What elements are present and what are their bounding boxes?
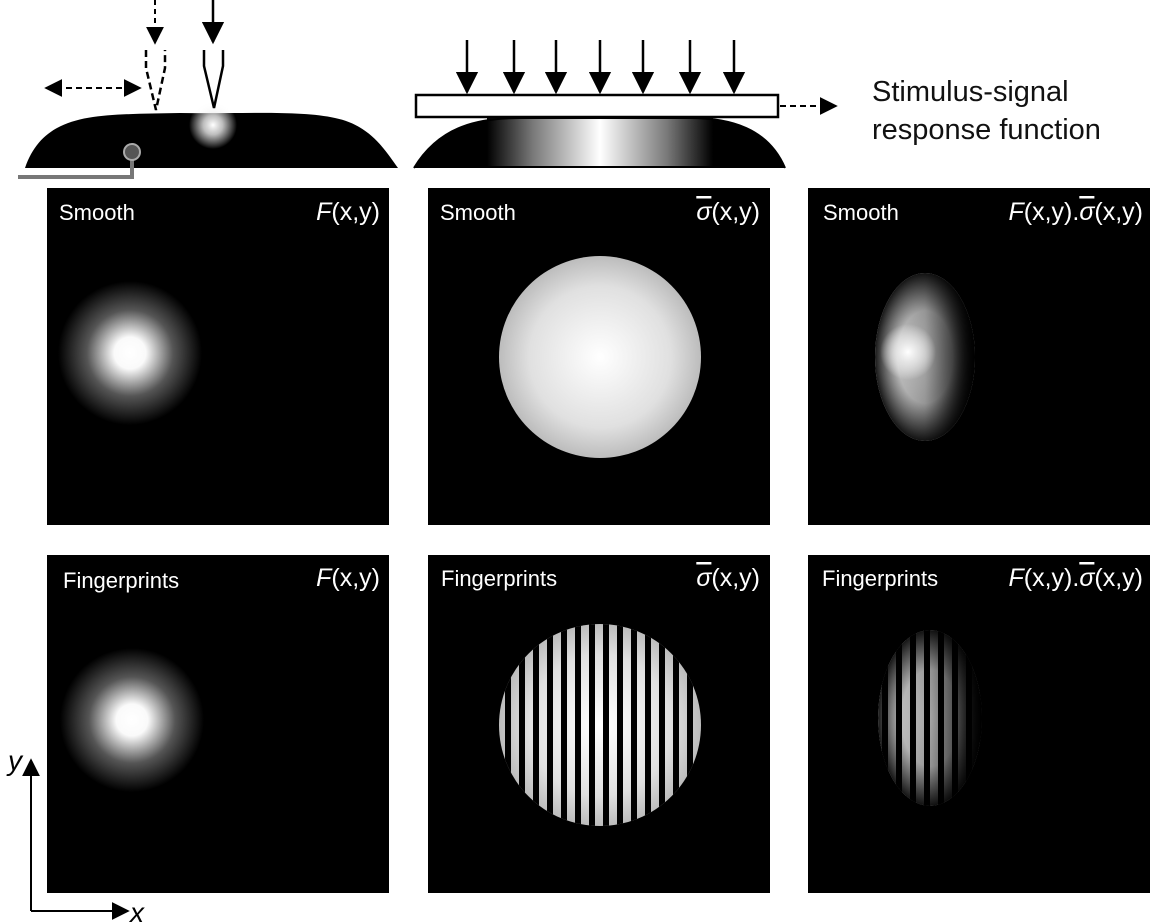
panel-row-label: Fingerprints [441,566,557,591]
panel-row-label: Smooth [59,200,135,225]
ridge-stripe [659,624,665,826]
y-axis-label: y [6,745,24,776]
response-dome [499,624,701,826]
x-axis-label: x [128,897,145,924]
ridge-stripe [687,624,693,826]
ridge-stripe [631,624,637,826]
panel-smooth-f: Smooth F(x,y) [47,188,389,525]
panel-fingerprints-product: Fingerprints F(x,y).σ(x,y) [808,555,1150,893]
sensor-wire [18,156,134,179]
ridge-stripe [505,624,511,826]
axis-indicator: x y [6,745,145,924]
response-dome [499,256,701,458]
plate-stimulus-schematic [413,40,838,169]
probe-spot [189,101,237,149]
point-probe-schematic [18,0,398,179]
point-signal-blob [58,281,202,425]
ridge-stripe [575,624,581,826]
panel-formula: σ(x,y) [696,198,760,226]
ridge-stripe [547,624,553,826]
ridge-stripe [603,624,609,826]
ridge-stripe [645,624,651,826]
panel-smooth-product: Smooth F(x,y).σ(x,y) [808,188,1150,525]
panel-fingerprints-sigma: Fingerprints σ(x,y) [428,555,770,893]
fingerprint-ridges [505,624,693,826]
signal-band [487,118,713,166]
caption-line-1: Stimulus-signal [872,76,1069,108]
sensor-electrode [123,143,141,161]
ridge-stripe [561,624,567,826]
ridge-stripe [673,624,679,826]
caption-line-2: response function [872,114,1101,146]
ridge-stripe [617,624,623,826]
sigma-bar: σ [696,198,712,226]
panel-smooth-sigma: Smooth σ(x,y) [428,188,770,525]
panel-row-label: Smooth [440,200,516,225]
ridge-stripe [533,624,539,826]
panel-formula: σ(x,y) [696,564,760,592]
panel-row-label: Fingerprints [822,566,938,591]
panel-row-label: Smooth [823,200,899,225]
panel-formula: F(x,y) [316,198,380,226]
stimulus-arrows [455,40,746,95]
probe-dashed-outline [144,50,167,111]
probe-solid-outline [202,50,225,109]
panel-formula: F(x,y) [316,564,380,592]
panel-fingerprints-f: Fingerprints F(x,y) [47,555,389,893]
panel-formula: F(x,y).σ(x,y) [1008,198,1143,226]
panel-formula: F(x,y).σ(x,y) [1008,564,1143,592]
ridge-stripe [589,624,595,826]
ridge-stripe [519,624,525,826]
point-signal-blob [60,648,204,792]
panel-row-label: Fingerprints [63,568,179,593]
stimulus-plate [414,93,780,119]
